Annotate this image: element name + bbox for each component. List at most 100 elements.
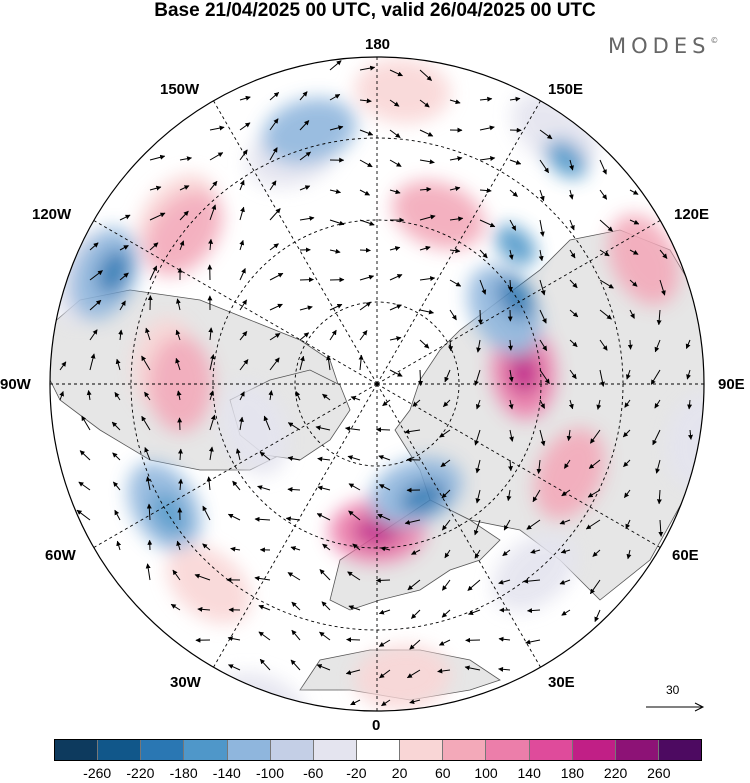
colorbar-tick-label: 60: [435, 765, 451, 781]
wind-vector-arrow: [652, 429, 661, 446]
wind-vector-arrow: [409, 639, 421, 650]
wind-vector-arrow: [599, 309, 612, 320]
colorbar-swatch: [486, 740, 530, 760]
wind-vector-arrow: [269, 180, 277, 191]
wind-vector-arrow: [449, 186, 461, 192]
wind-vector-arrow: [177, 448, 183, 461]
meridian-line: [376, 383, 541, 668]
wind-vector-arrow: [329, 248, 341, 254]
wind-vector-arrow: [86, 390, 92, 401]
wind-vector-arrow: [285, 516, 301, 522]
wind-vector-arrow: [629, 219, 640, 225]
wind-vector-arrow: [378, 609, 391, 615]
wind-vector-arrow: [76, 509, 91, 521]
wind-vector-arrow: [111, 421, 121, 431]
colorbar-swatch: [270, 740, 314, 760]
wind-vector-arrow: [239, 122, 251, 131]
wind-vector-arrow: [263, 415, 271, 431]
wind-vectors: [59, 60, 694, 707]
wind-vector-arrow: [389, 99, 400, 107]
wind-vector-arrow: [507, 279, 513, 292]
wind-vector-arrow: [389, 304, 402, 311]
wind-vector-arrow: [209, 180, 218, 191]
wind-vector-arrow: [389, 189, 401, 195]
wind-vector-arrow: [145, 563, 151, 581]
wind-vector-arrow: [389, 336, 402, 342]
wind-vector-arrow: [89, 299, 102, 311]
wind-vector-arrow: [539, 189, 545, 202]
wind-vector-arrow: [359, 301, 372, 311]
wind-vector-arrow: [527, 608, 541, 614]
wind-vector-arrow: [287, 487, 301, 492]
wind-vector-arrow: [539, 279, 546, 296]
wind-vector-arrow: [316, 664, 331, 671]
wind-vector-arrow: [475, 459, 481, 474]
wind-vector-arrow: [119, 245, 129, 251]
colorbar-tick-label: -220: [126, 765, 155, 781]
wind-vector-arrow: [319, 569, 331, 581]
wind-vector-arrow: [539, 429, 546, 447]
wind-vector-arrow: [209, 152, 224, 161]
wind-vector-arrow: [464, 665, 481, 671]
wind-vector-arrow: [479, 219, 496, 228]
wind-vector-arrow: [474, 429, 481, 446]
wind-vector-arrow: [650, 369, 661, 385]
latitude-circle-80: [294, 301, 460, 467]
wind-vector-arrow: [479, 279, 487, 295]
wind-vector-arrow: [269, 92, 280, 101]
wind-vector-arrow: [599, 369, 605, 387]
wind-vector-arrow: [350, 699, 361, 706]
wind-vector-arrow: [209, 390, 214, 401]
colorbar: [54, 739, 702, 761]
wind-vector-arrow: [170, 603, 181, 611]
wind-vector-arrow: [239, 239, 245, 251]
lon-label-30e: 30E: [548, 674, 575, 691]
wind-vector-arrow: [599, 159, 607, 175]
wind-vector-arrow: [438, 639, 451, 646]
wind-vector-arrow: [141, 415, 151, 431]
colorbar-swatch: [356, 740, 401, 760]
colorbar-swatch: [141, 740, 185, 760]
wind-vector-arrow: [259, 451, 271, 461]
wind-vector-arrow: [498, 579, 511, 585]
wind-vector-arrow: [441, 609, 451, 618]
wind-vector-arrow: [476, 339, 482, 353]
wind-vector-arrow: [622, 429, 631, 438]
lon-label-120w: 120W: [32, 206, 72, 223]
wind-vector-arrow: [176, 390, 182, 401]
wind-vector-arrow: [503, 519, 511, 531]
wind-vector-arrow: [287, 456, 301, 461]
wind-vector-arrow: [419, 214, 436, 221]
wind-vector-arrow: [59, 361, 67, 371]
wind-vector-arrow: [177, 417, 183, 431]
wind-vector-arrow: [322, 543, 331, 551]
wind-vector-arrow: [89, 353, 96, 371]
colorbar-swatch: [184, 740, 228, 760]
wind-vector-arrow: [113, 481, 121, 491]
wind-vector-arrow: [269, 357, 280, 371]
wind-vector-arrow: [359, 129, 374, 136]
wind-vector-arrow: [559, 579, 571, 585]
wind-vector-arrow: [419, 69, 432, 81]
anomaly-blob: [392, 180, 485, 250]
wind-vector-arrow: [239, 331, 248, 341]
anomaly-blob: [608, 214, 680, 306]
wind-vector-arrow: [206, 476, 212, 491]
wind-vector-arrow: [258, 604, 271, 611]
colorbar-tick-label: 220: [603, 765, 628, 781]
wind-vector-arrow: [268, 390, 274, 401]
wind-vector-arrow: [227, 636, 241, 642]
anomaly-blob: [495, 224, 537, 266]
anomaly-blob: [507, 347, 540, 396]
wind-vector-arrow: [145, 327, 151, 341]
wind-vector-arrow: [348, 605, 361, 611]
wind-vector-arrow: [561, 609, 571, 616]
wind-vector-arrow: [227, 513, 241, 521]
lon-label-60e: 60E: [672, 547, 699, 564]
colorbar-tick-label: -180: [169, 765, 198, 781]
wind-vector-arrow: [175, 329, 181, 341]
wind-vector-arrow: [539, 339, 548, 352]
lon-label-120e: 120E: [674, 206, 710, 223]
wind-vector-arrow: [419, 99, 430, 108]
wind-vector-arrow: [329, 189, 341, 194]
